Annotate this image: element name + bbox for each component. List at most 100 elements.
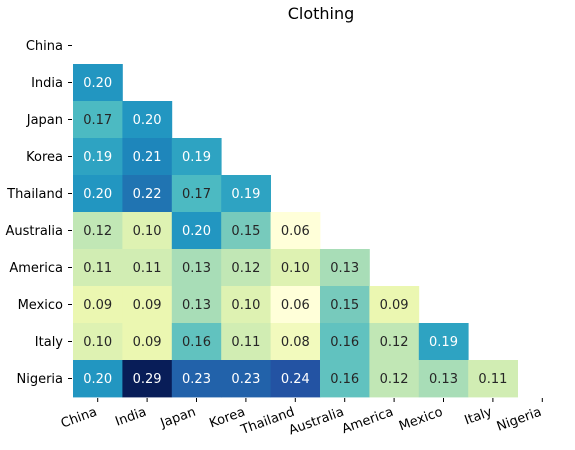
cell-label-thailand-korea: 0.19 bbox=[231, 187, 260, 202]
cell-mexico-korea bbox=[221, 286, 271, 324]
x-label-india: India bbox=[113, 405, 148, 430]
cell-australia-japan bbox=[171, 212, 222, 250]
cell-label-italy-japan: 0.16 bbox=[182, 335, 211, 350]
cell-italy-america bbox=[369, 323, 420, 361]
y-tick-labels: China India Japan Korea Thailand Australia Ame… bbox=[5, 39, 72, 387]
cell-label-japan-china: 0.17 bbox=[83, 113, 112, 128]
cell-america-thailand bbox=[270, 249, 321, 287]
cell-korea-india bbox=[122, 138, 173, 176]
cell-label-australia-korea: 0.15 bbox=[231, 224, 260, 239]
cell-label-australia-india: 0.10 bbox=[133, 224, 162, 239]
cell-label-korea-india: 0.21 bbox=[133, 150, 162, 165]
cell-america-japan bbox=[171, 249, 222, 287]
chart-title: Clothing bbox=[288, 4, 355, 23]
cell-label-italy-australia: 0.16 bbox=[330, 335, 359, 350]
cell-label-thailand-japan: 0.17 bbox=[182, 187, 211, 202]
heatmap-cells: 0.20 0.17 0.20 0.19 0.21 0.19 0.20 0.22 0.17 0.19… bbox=[73, 64, 518, 398]
y-label-japan: Japan bbox=[26, 113, 63, 128]
y-label-italy: Italy bbox=[35, 335, 64, 350]
cell-label-thailand-china: 0.20 bbox=[83, 187, 112, 202]
cell-italy-japan bbox=[171, 323, 222, 361]
cell-australia-korea bbox=[221, 212, 271, 250]
y-label-thailand: Thailand bbox=[6, 187, 63, 202]
cell-label-japan-india: 0.20 bbox=[133, 113, 162, 128]
cell-nigeria-italy bbox=[468, 360, 518, 398]
cell-label-thailand-india: 0.22 bbox=[133, 187, 162, 202]
cell-america-china bbox=[73, 249, 123, 287]
x-label-mexico: Mexico bbox=[397, 405, 445, 435]
y-label-mexico: Mexico bbox=[18, 298, 63, 313]
y-label-india: India bbox=[31, 76, 63, 91]
cell-label-mexico-thailand: 0.06 bbox=[281, 298, 310, 313]
cell-nigeria-mexico bbox=[418, 360, 469, 398]
y-label-australia: Australia bbox=[5, 224, 63, 239]
y-label-nigeria: Nigeria bbox=[16, 372, 63, 387]
cell-label-korea-china: 0.19 bbox=[83, 150, 112, 165]
y-label-korea: Korea bbox=[26, 150, 63, 165]
cell-label-america-korea: 0.12 bbox=[231, 261, 260, 276]
cell-japan-india bbox=[122, 101, 173, 139]
x-tick-labels: China India Japan KoreaThailandAustraliaAme… bbox=[59, 398, 544, 438]
cell-label-nigeria-thailand: 0.24 bbox=[281, 372, 310, 387]
cell-label-italy-thailand: 0.08 bbox=[281, 335, 310, 350]
cell-label-mexico-korea: 0.10 bbox=[231, 298, 260, 313]
cell-label-australia-china: 0.12 bbox=[83, 224, 112, 239]
cell-america-australia bbox=[320, 249, 370, 287]
cell-label-italy-mexico: 0.19 bbox=[429, 335, 458, 350]
cell-thailand-korea bbox=[221, 175, 271, 213]
cell-label-australia-japan: 0.20 bbox=[182, 224, 211, 239]
x-label-thailand: Thailand bbox=[238, 405, 297, 439]
x-label-nigeria: Nigeria bbox=[495, 405, 544, 435]
cell-label-nigeria-korea: 0.23 bbox=[231, 372, 260, 387]
cell-label-america-australia: 0.13 bbox=[330, 261, 359, 276]
cell-nigeria-thailand bbox=[270, 360, 321, 398]
y-label-america: America bbox=[9, 261, 63, 276]
cell-label-america-china: 0.11 bbox=[83, 261, 112, 276]
x-label-china: China bbox=[59, 405, 99, 432]
cell-label-nigeria-japan: 0.23 bbox=[182, 372, 211, 387]
cell-label-mexico-america: 0.09 bbox=[380, 298, 409, 313]
cell-label-nigeria-china: 0.20 bbox=[83, 372, 112, 387]
cell-thailand-india bbox=[122, 175, 173, 213]
cell-label-nigeria-america: 0.12 bbox=[380, 372, 409, 387]
cell-australia-india bbox=[122, 212, 173, 250]
cell-mexico-thailand bbox=[270, 286, 321, 324]
cell-italy-korea bbox=[221, 323, 271, 361]
cell-label-mexico-china: 0.09 bbox=[83, 298, 112, 313]
cell-label-italy-china: 0.10 bbox=[83, 335, 112, 350]
cell-thailand-china bbox=[73, 175, 123, 213]
cell-italy-india bbox=[122, 323, 173, 361]
cell-label-italy-india: 0.09 bbox=[133, 335, 162, 350]
cell-thailand-japan bbox=[171, 175, 222, 213]
x-label-america: America bbox=[340, 405, 396, 437]
cell-italy-thailand bbox=[270, 323, 321, 361]
cell-label-mexico-japan: 0.13 bbox=[182, 298, 211, 313]
cell-nigeria-japan bbox=[171, 360, 222, 398]
cell-label-korea-japan: 0.19 bbox=[182, 150, 211, 165]
cell-mexico-america bbox=[369, 286, 420, 324]
cell-america-korea bbox=[221, 249, 271, 287]
cell-india-china bbox=[73, 64, 123, 102]
cell-korea-china bbox=[73, 138, 123, 176]
y-label-china: China bbox=[26, 39, 63, 54]
x-label-australia: Australia bbox=[287, 405, 346, 439]
x-label-italy: Italy bbox=[463, 405, 495, 429]
cell-korea-japan bbox=[171, 138, 222, 176]
cell-label-italy-korea: 0.11 bbox=[231, 335, 260, 350]
cell-mexico-australia bbox=[320, 286, 370, 324]
cell-label-italy-america: 0.12 bbox=[380, 335, 409, 350]
cell-label-nigeria-australia: 0.16 bbox=[330, 372, 359, 387]
cell-mexico-japan bbox=[171, 286, 222, 324]
cell-australia-china bbox=[73, 212, 123, 250]
cell-label-nigeria-mexico: 0.13 bbox=[429, 372, 458, 387]
cell-label-nigeria-india: 0.29 bbox=[133, 372, 162, 387]
x-label-japan: Japan bbox=[158, 405, 198, 432]
cell-label-america-india: 0.11 bbox=[133, 261, 162, 276]
cell-italy-mexico bbox=[418, 323, 469, 361]
cell-australia-thailand bbox=[270, 212, 321, 250]
cell-america-india bbox=[122, 249, 173, 287]
cell-mexico-china bbox=[73, 286, 123, 324]
cell-nigeria-australia bbox=[320, 360, 370, 398]
cell-nigeria-india bbox=[122, 360, 173, 398]
cell-japan-china bbox=[73, 101, 123, 139]
